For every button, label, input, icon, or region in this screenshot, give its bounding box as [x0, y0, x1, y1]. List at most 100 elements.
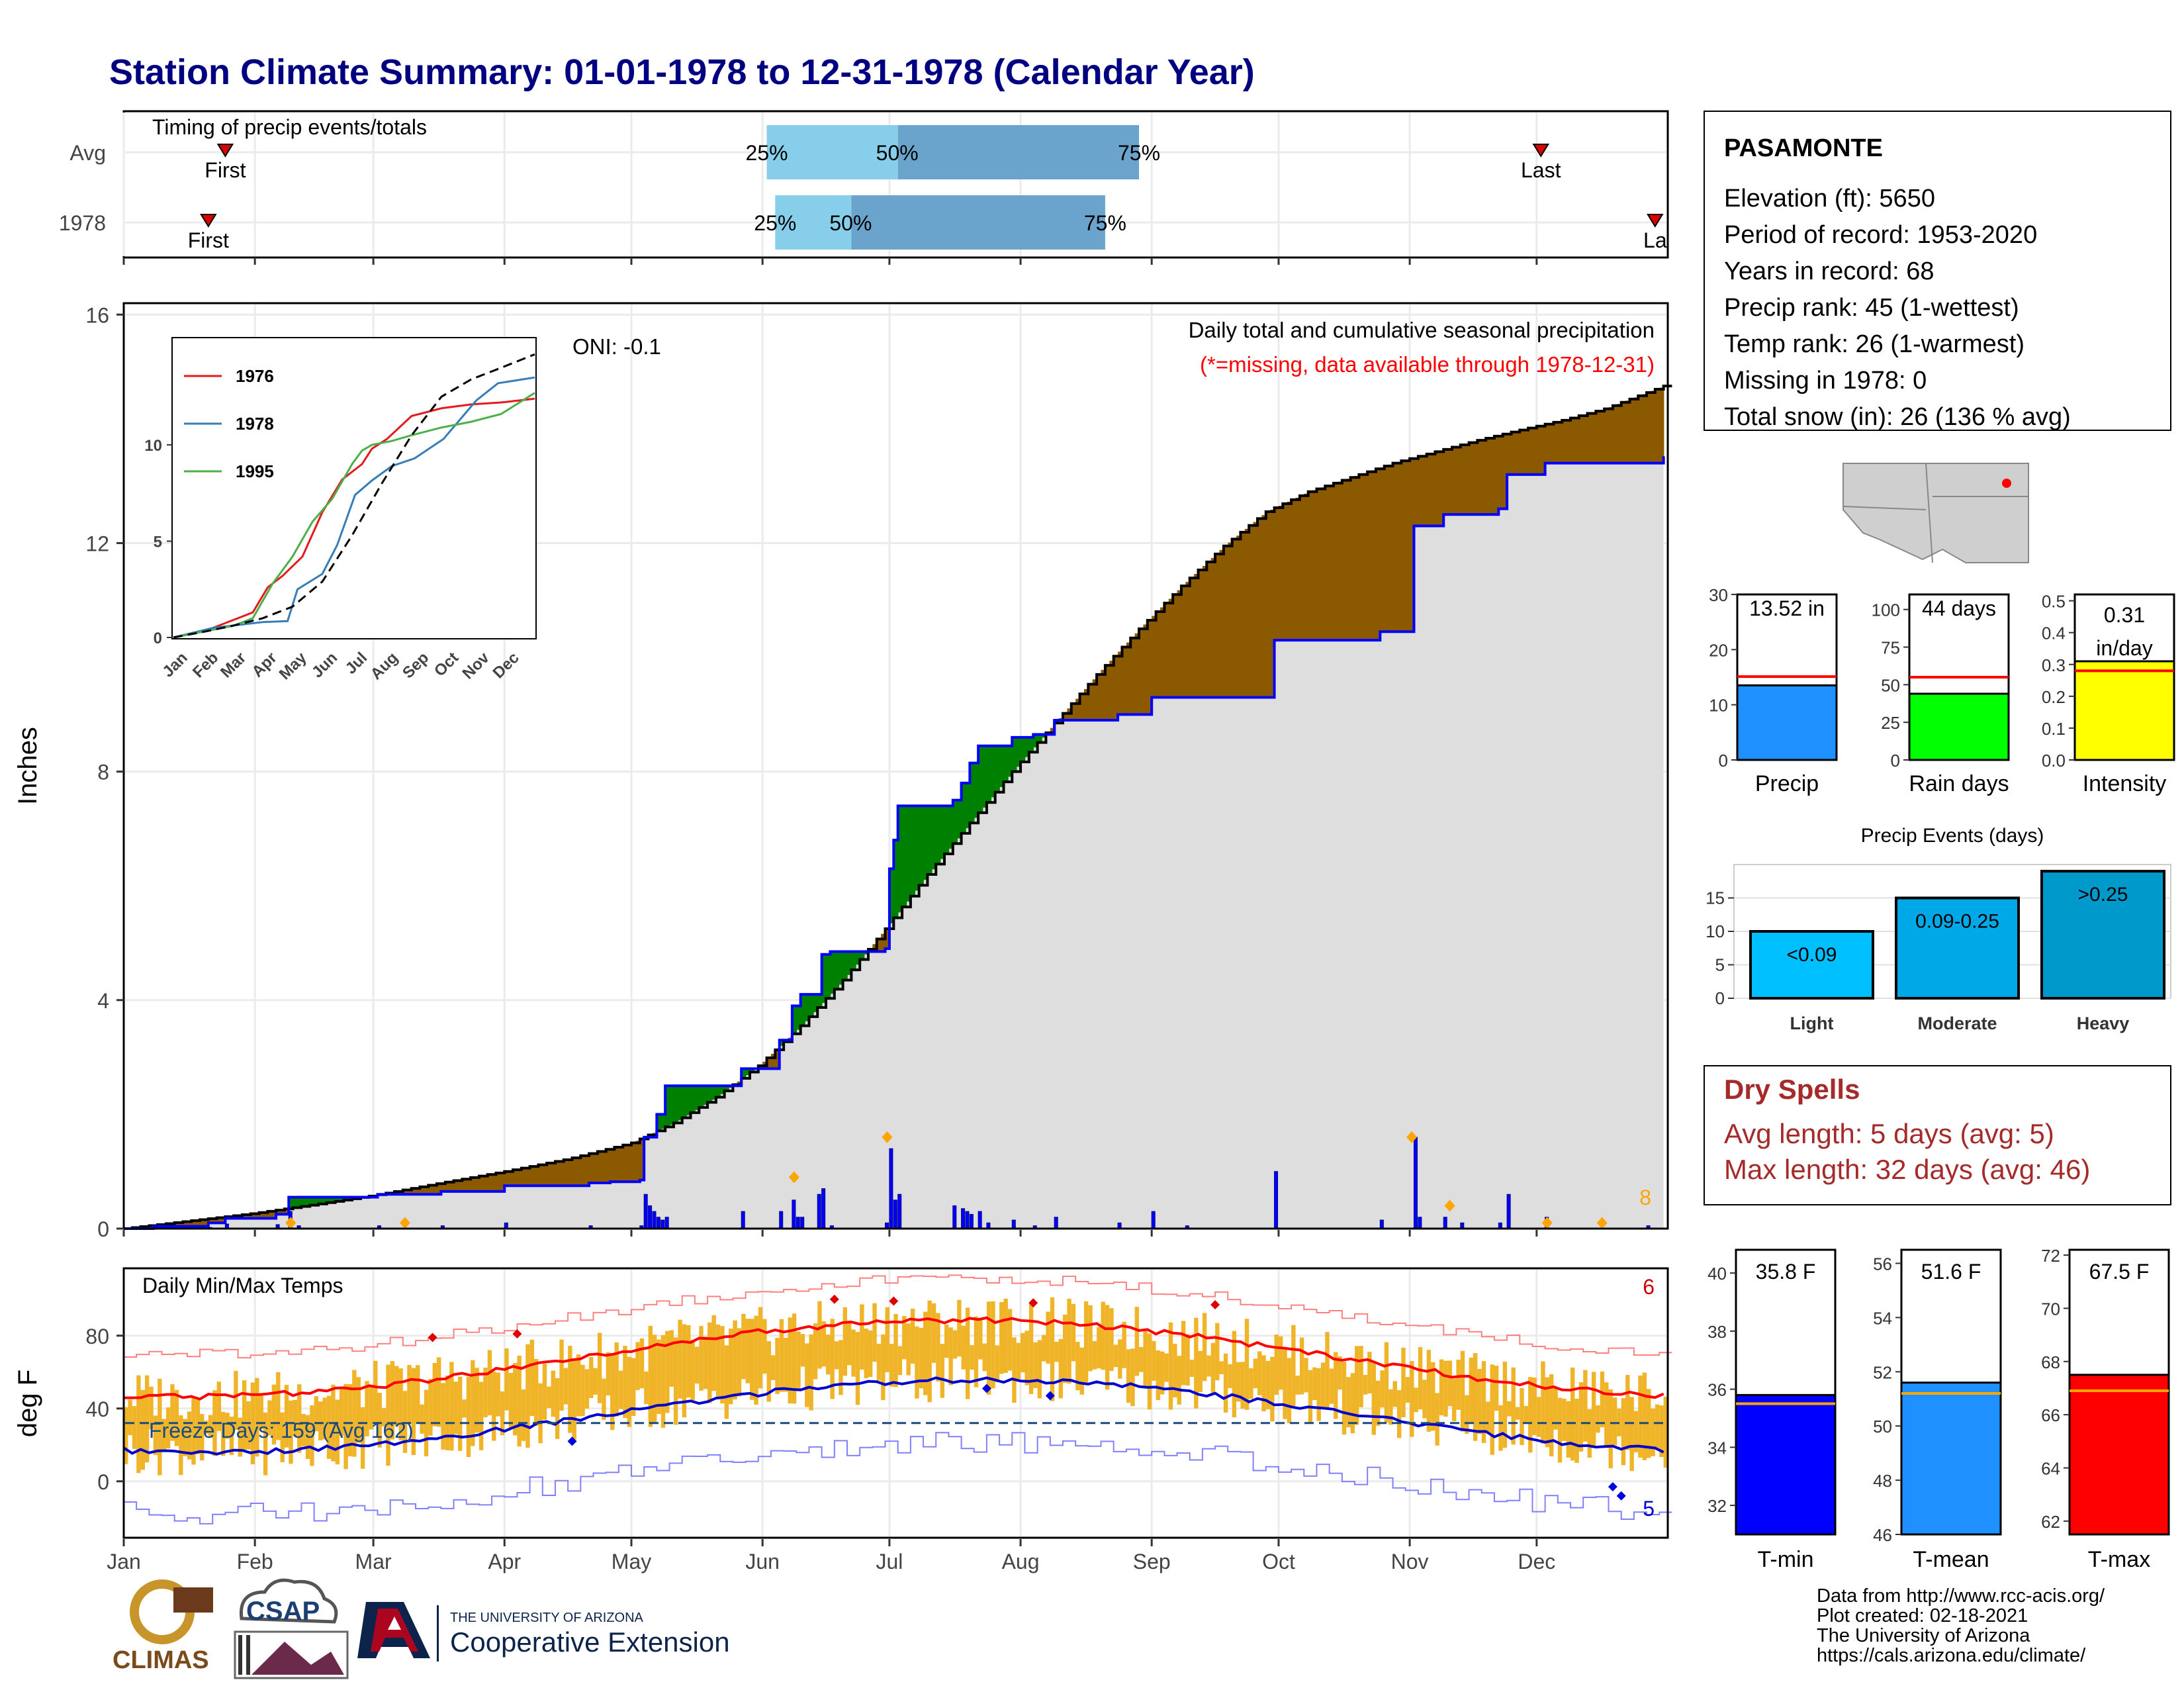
daily-temp-bar	[1118, 1339, 1122, 1379]
daily-temp-bar	[779, 1319, 784, 1392]
below-average-deficit-area	[1338, 481, 1343, 641]
temp-bar-label: 67.5 F	[2089, 1260, 2150, 1284]
daily-temp-bar	[1299, 1337, 1304, 1395]
daily-temp-bar	[1202, 1313, 1207, 1382]
below-average-deficit-area	[881, 933, 886, 952]
below-average-deficit-area	[436, 1184, 442, 1195]
daily-temp-bar	[242, 1380, 247, 1450]
above-average-surplus-area	[669, 1086, 674, 1125]
daily-temp-bar	[1486, 1401, 1490, 1434]
daily-temp-bar	[1629, 1397, 1634, 1472]
record-low-marker	[567, 1436, 577, 1446]
below-average-deficit-area	[208, 1219, 214, 1223]
daily-precip-bar	[965, 1211, 970, 1229]
daily-temp-bar	[1024, 1331, 1029, 1385]
daily-temp-bar	[1265, 1360, 1271, 1409]
below-average-deficit-area	[1181, 586, 1187, 698]
below-average-deficit-area	[1283, 503, 1288, 641]
below-average-deficit-area	[547, 1163, 552, 1186]
daily-temp-bar	[238, 1417, 242, 1457]
above-average-surplus-area	[796, 1006, 801, 1030]
precip-count-label: 8	[1639, 1186, 1651, 1209]
daily-temp-bar	[602, 1378, 606, 1420]
daily-temp-bar	[648, 1325, 653, 1427]
daily-temp-bar	[1578, 1382, 1584, 1452]
daily-temp-bar	[1498, 1405, 1503, 1451]
below-average-deficit-area	[449, 1181, 455, 1192]
below-average-deficit-area	[1160, 607, 1165, 698]
daily-temp-bar	[1574, 1399, 1579, 1463]
daily-temp-bar	[1274, 1335, 1279, 1395]
month-label: Aug	[1002, 1550, 1040, 1573]
daily-temp-bar	[216, 1382, 222, 1431]
daily-precip-bar	[952, 1205, 957, 1229]
daily-temp-bar	[897, 1346, 903, 1376]
summary-bar-tick-label: 0.1	[2042, 719, 2066, 739]
below-average-deficit-area	[1257, 518, 1263, 698]
record-high-marker	[889, 1296, 899, 1306]
daily-temp-bar	[576, 1354, 581, 1417]
below-average-deficit-area	[1418, 456, 1424, 526]
daily-precip-bar	[969, 1213, 974, 1229]
daily-temp-bar	[1283, 1346, 1287, 1419]
above-average-surplus-area	[305, 1197, 311, 1206]
below-average-deficit-area	[1088, 684, 1093, 720]
above-average-surplus-area	[957, 800, 962, 839]
daily-temp-bar	[1481, 1361, 1486, 1443]
summary-bar-tick-label: 20	[1709, 640, 1728, 660]
below-average-deficit-area	[1574, 416, 1580, 463]
daily-temp-bar	[347, 1383, 353, 1456]
above-average-surplus-area	[331, 1197, 336, 1202]
summary-bar-name: Precip	[1755, 771, 1819, 796]
above-average-surplus-area	[893, 840, 899, 918]
below-average-deficit-area	[1185, 582, 1191, 698]
daily-temp-bar	[208, 1415, 213, 1438]
daily-temp-bar	[1621, 1398, 1626, 1466]
below-average-deficit-area	[204, 1219, 209, 1227]
below-average-deficit-area	[1342, 480, 1347, 641]
daily-temp-bar	[1261, 1355, 1266, 1412]
below-average-deficit-area	[623, 1145, 628, 1182]
timing-iqr-lower	[775, 195, 852, 250]
below-average-deficit-area	[589, 1153, 594, 1183]
record-low-marker	[1608, 1482, 1617, 1491]
daily-temp-bar	[957, 1299, 962, 1357]
above-average-surplus-area	[1007, 745, 1013, 777]
daily-temp-bar	[1198, 1350, 1203, 1393]
daily-temp-bar	[618, 1370, 623, 1409]
daily-temp-bar	[1342, 1362, 1347, 1435]
station-info-line: Missing in 1978: 0	[1724, 367, 1927, 395]
summary-bar-tick-label: 25	[1881, 713, 1900, 733]
daily-temp-bar	[876, 1344, 882, 1381]
daily-temp-bar	[508, 1372, 514, 1429]
above-average-surplus-area	[940, 806, 945, 859]
daily-temp-bar	[483, 1368, 488, 1418]
below-average-deficit-area	[529, 1166, 535, 1186]
below-average-deficit-area	[165, 1223, 171, 1227]
daily-temp-bar	[377, 1393, 382, 1448]
temp-cold-count: 5	[1643, 1497, 1655, 1521]
daily-precip-bar	[897, 1194, 902, 1229]
above-average-surplus-area	[839, 951, 844, 985]
daily-temp-bar	[724, 1345, 729, 1419]
daily-temp-bar	[1443, 1360, 1448, 1417]
below-average-deficit-area	[1139, 628, 1144, 715]
above-average-surplus-area	[860, 951, 865, 960]
below-average-deficit-area	[521, 1168, 527, 1186]
summary-bar-tick-label: 100	[1872, 600, 1900, 620]
timing-panel: 25% 50% 75% First Last 25% 50% 75% First La Timin…	[59, 110, 1669, 265]
below-average-deficit-area	[1232, 539, 1237, 698]
daily-precip-bar	[1413, 1137, 1418, 1229]
below-average-deficit-area	[580, 1155, 586, 1186]
daily-temp-bar	[538, 1383, 543, 1444]
temp-summary-bar-chart: 62 64 66 68 70 72 67.5 F T-max	[2041, 1246, 2170, 1572]
daily-temp-bar	[690, 1340, 695, 1401]
below-average-deficit-area	[1134, 633, 1140, 715]
daily-temp-bar	[711, 1315, 716, 1391]
daily-temp-bar	[678, 1319, 682, 1399]
daily-temp-bar	[1316, 1368, 1321, 1421]
below-average-deficit-area	[1329, 484, 1334, 641]
temp-bar-name: T-mean	[1913, 1547, 1989, 1572]
daily-temp-bar	[927, 1300, 932, 1403]
